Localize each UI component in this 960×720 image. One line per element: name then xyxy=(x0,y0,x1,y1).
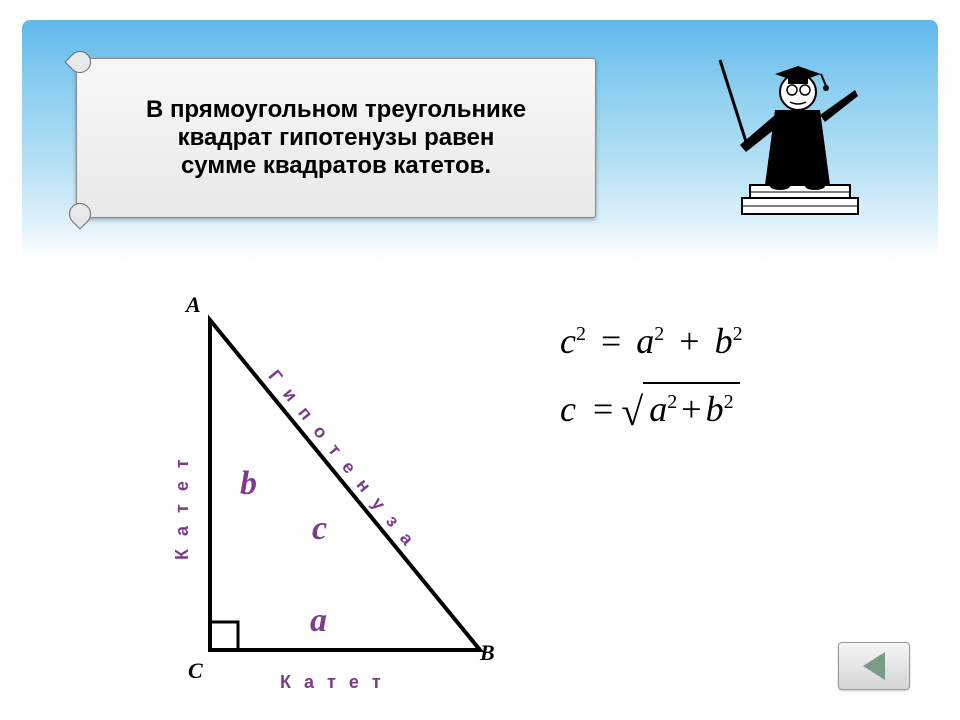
theorem-scroll: В прямоугольном треугольнике квадрат гип… xyxy=(76,58,596,218)
previous-button[interactable] xyxy=(838,642,910,690)
leg-a-word: К а т е т xyxy=(280,672,385,693)
arrow-left-icon xyxy=(863,652,885,680)
theorem-text: В прямоугольном треугольнике квадрат гип… xyxy=(77,59,595,217)
theorem-line3: сумме квадратов катетов. xyxy=(181,152,491,180)
triangle-diagram: A C B b c a К а т е т К а т е т Г и п о … xyxy=(170,300,520,700)
leg-b-word: К а т е т xyxy=(172,455,193,560)
vertex-a-label: A xyxy=(186,292,201,318)
side-b-label: b xyxy=(240,465,257,503)
teacher-illustration xyxy=(680,30,900,230)
theorem-line1: В прямоугольном треугольнике xyxy=(146,96,526,124)
vertex-c-label: C xyxy=(188,658,203,684)
formula-squared: c2 = a2 + b2 xyxy=(560,320,920,362)
theorem-line2: квадрат гипотенузы равен xyxy=(178,124,495,152)
formula-block: c2 = a2 + b2 c =√a2+b2 xyxy=(560,320,920,520)
vertex-b-label: B xyxy=(480,640,495,666)
formula-root: c =√a2+b2 xyxy=(560,382,920,435)
side-c-label: c xyxy=(312,510,327,548)
side-a-label: a xyxy=(310,602,327,640)
